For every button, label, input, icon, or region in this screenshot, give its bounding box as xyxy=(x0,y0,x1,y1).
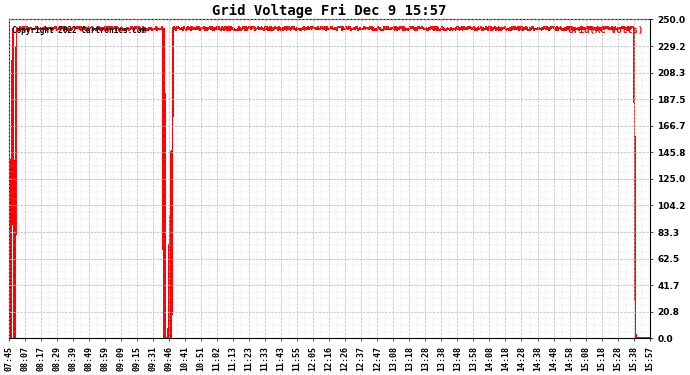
Text: Grid(AC Volts): Grid(AC Volts) xyxy=(568,26,643,35)
Text: Copyright 2022 Cartronics.com: Copyright 2022 Cartronics.com xyxy=(12,26,146,35)
Title: Grid Voltage Fri Dec 9 15:57: Grid Voltage Fri Dec 9 15:57 xyxy=(212,4,446,18)
